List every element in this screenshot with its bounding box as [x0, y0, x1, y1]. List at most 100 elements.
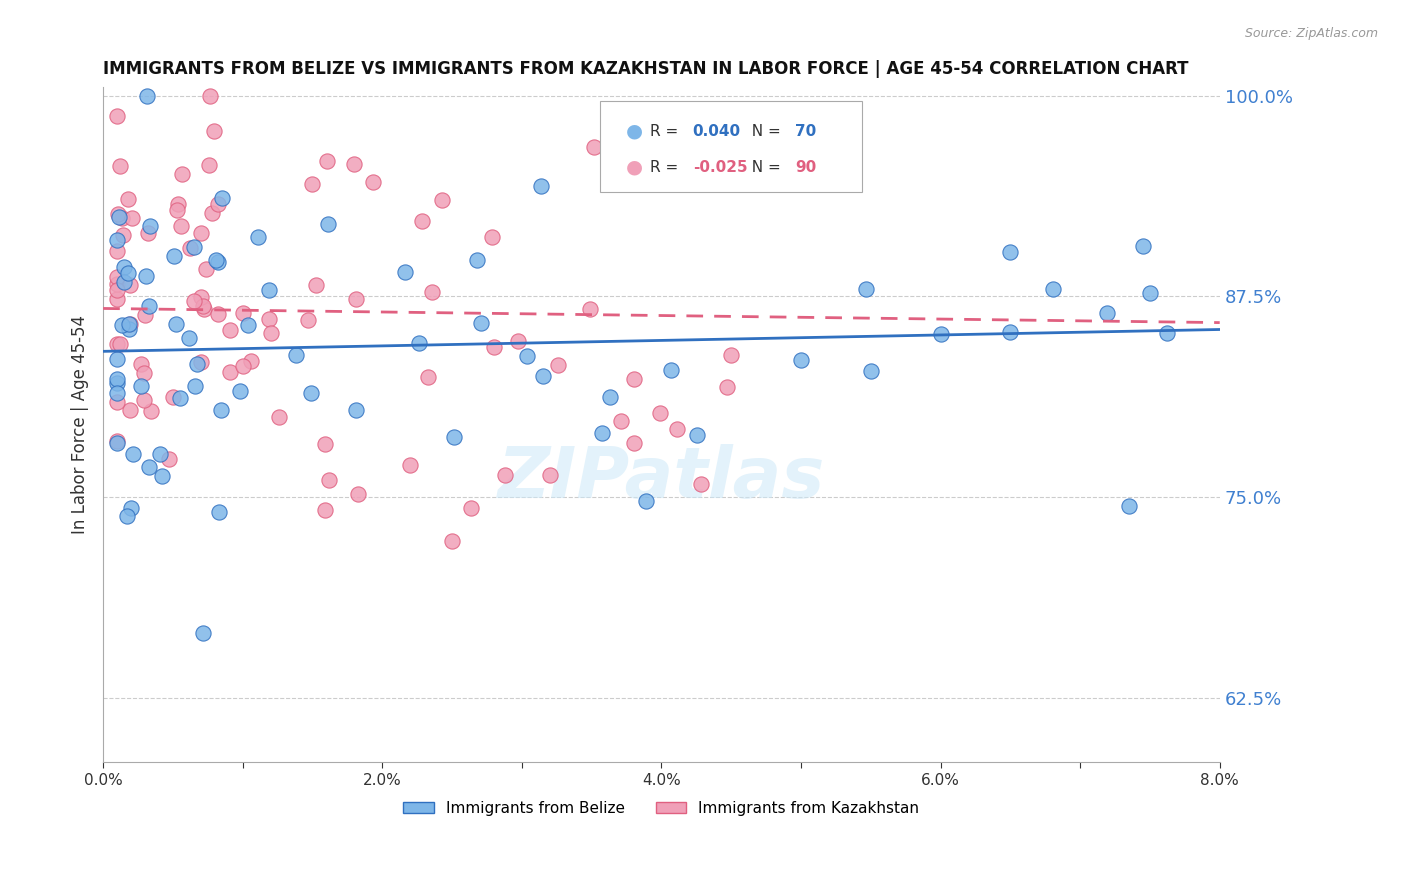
Point — [114, 275, 136, 289]
Point — [441, 533, 464, 548]
Point — [269, 409, 291, 424]
Point — [166, 202, 188, 217]
Point — [183, 240, 205, 254]
Text: IMMIGRANTS FROM BELIZE VS IMMIGRANTS FROM KAZAKHSTAN IN LABOR FORCE | AGE 45-54 : IMMIGRANTS FROM BELIZE VS IMMIGRANTS FRO… — [103, 60, 1188, 78]
Point — [219, 322, 242, 336]
Point — [105, 244, 128, 258]
Point — [139, 404, 162, 418]
Point — [209, 403, 232, 417]
Point — [150, 469, 173, 483]
Point — [583, 140, 606, 154]
Point — [207, 197, 229, 211]
Point — [347, 487, 370, 501]
Point — [599, 390, 621, 404]
Point — [169, 392, 191, 406]
Point — [120, 501, 142, 516]
Point — [737, 154, 759, 169]
Point — [314, 437, 336, 451]
Point — [776, 178, 799, 192]
Point — [494, 467, 516, 482]
Point — [149, 447, 172, 461]
Text: N =: N = — [742, 124, 786, 139]
Point — [114, 260, 136, 274]
Point — [481, 229, 503, 244]
Point — [202, 124, 225, 138]
Point — [138, 460, 160, 475]
Point — [117, 322, 139, 336]
Point — [105, 292, 128, 306]
Point — [232, 359, 254, 373]
Point — [117, 266, 139, 280]
Point — [623, 436, 645, 450]
Text: 70: 70 — [796, 124, 817, 139]
Point — [1118, 499, 1140, 513]
Point — [195, 261, 218, 276]
Point — [111, 318, 134, 333]
Point — [205, 253, 228, 268]
Point — [179, 241, 201, 255]
Point — [259, 326, 281, 340]
Point — [105, 372, 128, 386]
Point — [110, 159, 132, 173]
Point — [122, 447, 145, 461]
Point — [162, 390, 184, 404]
Point — [105, 386, 128, 401]
Point — [165, 317, 187, 331]
Point — [689, 477, 711, 491]
Point — [105, 277, 128, 292]
Point — [139, 219, 162, 233]
Point — [465, 252, 488, 267]
Point — [623, 372, 645, 386]
Point — [790, 353, 813, 368]
Point — [132, 367, 155, 381]
Point — [399, 458, 422, 473]
Point — [105, 376, 128, 390]
Point — [1156, 326, 1178, 340]
Point — [1000, 245, 1022, 260]
Point — [110, 336, 132, 351]
Point — [855, 282, 877, 296]
Point — [343, 157, 366, 171]
Point — [138, 300, 160, 314]
Point — [163, 248, 186, 262]
Point — [207, 505, 229, 519]
Point — [460, 501, 482, 516]
Point — [411, 214, 433, 228]
Point — [105, 351, 128, 366]
Point — [111, 211, 134, 225]
Point — [443, 430, 465, 444]
Text: ●: ● — [626, 122, 643, 141]
Point — [105, 283, 128, 297]
Point — [619, 165, 641, 179]
Point — [190, 227, 212, 241]
Point — [314, 503, 336, 517]
Point — [257, 283, 280, 297]
Point — [316, 217, 339, 231]
Point — [297, 312, 319, 326]
Point — [929, 326, 952, 341]
Point — [236, 318, 259, 333]
Point — [107, 207, 129, 221]
Point — [129, 357, 152, 371]
Point — [105, 233, 128, 247]
Point — [361, 176, 384, 190]
Point — [118, 317, 141, 331]
Point — [177, 331, 200, 345]
Point — [121, 211, 143, 226]
Point — [232, 306, 254, 320]
Point — [506, 334, 529, 348]
Point — [318, 474, 340, 488]
Point — [134, 308, 156, 322]
Point — [136, 227, 159, 241]
Point — [531, 368, 554, 383]
Point — [515, 349, 537, 363]
Point — [591, 425, 613, 440]
Point — [579, 302, 602, 317]
Point — [198, 88, 221, 103]
Point — [547, 358, 569, 372]
Point — [193, 299, 215, 313]
Point — [118, 317, 141, 331]
Point — [634, 494, 657, 508]
Point — [716, 380, 738, 394]
Point — [193, 302, 215, 317]
